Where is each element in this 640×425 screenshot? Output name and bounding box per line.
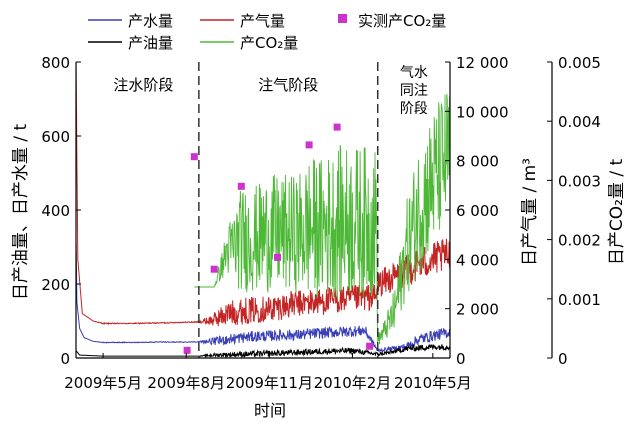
measured-co2-point	[237, 182, 245, 190]
legend-label-water: 产水量	[128, 12, 173, 30]
y-tick-label: 0.001	[558, 291, 601, 309]
y-tick-label: 200	[41, 276, 70, 294]
y-tick-label: 10 000	[456, 103, 509, 121]
series-line-co2	[194, 93, 451, 345]
y-tick-label: 12 000	[456, 54, 509, 72]
y-tick-label: 6 000	[456, 202, 499, 220]
y-tick-label: 2 000	[456, 301, 499, 319]
legend-label-gas: 产气量	[240, 12, 285, 30]
left-axis-ticks: 0 200 400 600 800	[41, 54, 81, 368]
phase-label-wag-line-3: 阶段	[400, 101, 428, 117]
measured-co2-point	[190, 153, 198, 161]
right-axis-2-title: 日产CO₂量 / t	[607, 159, 627, 266]
measured-co2-markers	[183, 123, 374, 354]
y-tick-label: 0	[60, 350, 70, 368]
phase-label-gas-injection: 注气阶段	[258, 76, 318, 94]
y-tick-label: 0.004	[558, 113, 601, 131]
legend: 产水量 产气量 实测产CO₂量 产油量 产CO₂量	[88, 12, 446, 52]
series-line-gas	[75, 61, 451, 327]
measured-co2-point	[274, 253, 281, 261]
y-tick-label: 0	[558, 350, 568, 368]
measured-co2-point	[183, 346, 191, 354]
measured-co2-point	[305, 141, 313, 149]
y-tick-label: 0	[456, 350, 466, 368]
measured-co2-point	[210, 265, 218, 273]
phase-label-water-injection: 注水阶段	[113, 76, 173, 94]
right-axis-1-ticks: 0 2 000 4 000 6 000 8 000 10 000 12 000	[445, 54, 509, 368]
series-line-oil	[75, 343, 451, 359]
x-tick-label: 2009年8月	[147, 374, 225, 392]
y-tick-label: 600	[41, 128, 70, 146]
phase-label-wag-line-2: 同注	[400, 83, 428, 99]
right-axis-2-ticks: 0 0.001 0.002 0.003 0.004 0.005	[547, 54, 601, 368]
x-tick-label: 2010年2月	[314, 374, 392, 392]
legend-label-co2: 产CO₂量	[240, 34, 298, 52]
y-tick-label: 8 000	[456, 153, 499, 171]
y-tick-label: 400	[41, 202, 70, 220]
x-tick-label: 2010年5月	[394, 374, 472, 392]
legend-label-oil: 产油量	[128, 34, 173, 52]
phase-label-wag-line-1: 气水	[400, 65, 428, 81]
y-tick-label: 0.005	[558, 54, 601, 72]
right-axis-1-title: 日产气量 / m³	[520, 158, 540, 266]
legend-label-measured: 实测产CO₂量	[358, 12, 446, 30]
left-axis-title: 日产油量、日产水量 / t	[11, 124, 31, 301]
y-tick-label: 800	[41, 54, 70, 72]
measured-co2-point	[366, 342, 374, 350]
y-tick-label: 4 000	[456, 251, 499, 269]
y-tick-label: 0.003	[558, 172, 601, 190]
y-tick-label: 0.002	[558, 232, 601, 250]
legend-swatch-measured	[338, 14, 347, 23]
series-layer	[75, 61, 451, 359]
measured-co2-point	[333, 123, 341, 131]
x-tick-label: 2009年11月	[226, 374, 313, 392]
x-axis-ticks: 2009年5月 2009年8月 2009年11月 2010年2月 2010年5月	[64, 353, 472, 392]
x-tick-label: 2009年5月	[64, 374, 142, 392]
phase-layer: 注水阶段 注气阶段 气水 同注 阶段	[113, 62, 428, 358]
series-line-water	[75, 239, 451, 353]
x-axis-title: 时间	[254, 401, 286, 420]
